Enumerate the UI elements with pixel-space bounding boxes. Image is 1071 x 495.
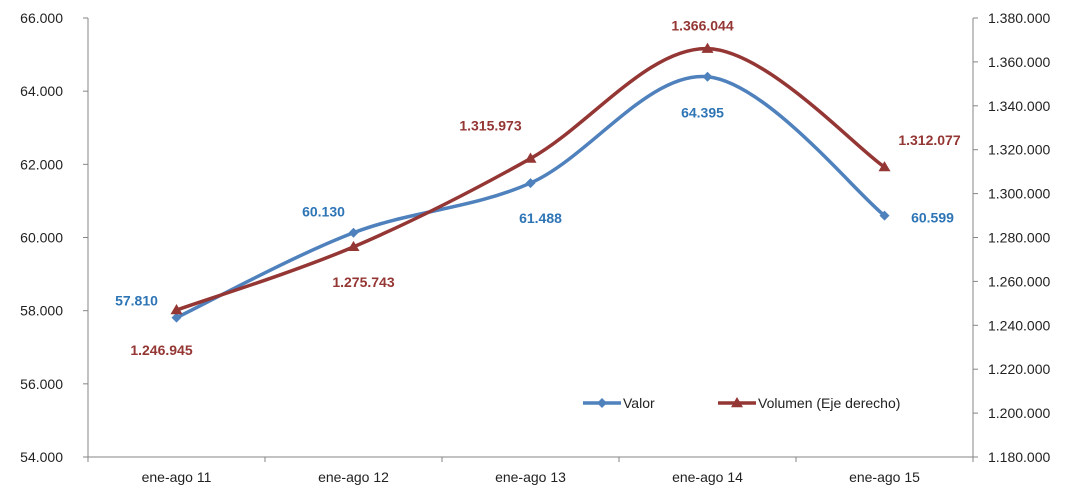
data-labels: 57.810 60.130 61.488 64.395 60.599 1.246.945 1… xyxy=(115,18,961,358)
volumen-data-label: 1.246.945 xyxy=(130,342,192,358)
y-left-tick-label: 54.000 xyxy=(20,449,63,465)
y-right-tick-label: 1.320.000 xyxy=(988,142,1050,158)
x-tick-label: ene-ago 15 xyxy=(849,469,920,485)
volumen-data-label: 1.366.044 xyxy=(671,18,733,34)
y-right-tick-label: 1.260.000 xyxy=(988,273,1050,289)
volumen-data-label: 1.312.077 xyxy=(898,132,960,148)
y-right-tick-label: 1.200.000 xyxy=(988,405,1050,421)
volumen-point xyxy=(731,397,743,408)
valor-point xyxy=(525,178,536,189)
y-right-tick-label: 1.340.000 xyxy=(988,98,1050,114)
valor-data-label: 57.810 xyxy=(115,293,158,309)
y-left-tick-label: 66.000 xyxy=(20,10,63,26)
y-left-tick-label: 60.000 xyxy=(20,230,63,246)
y-left-tick-label: 62.000 xyxy=(20,156,63,172)
y-right-tick-label: 1.180.000 xyxy=(988,449,1050,465)
legend-label: Volumen (Eje derecho) xyxy=(758,395,900,411)
legend-label: Valor xyxy=(623,395,655,411)
y-right-tick-label: 1.240.000 xyxy=(988,317,1050,333)
valor-point xyxy=(597,398,607,408)
valor-data-label: 64.395 xyxy=(681,105,724,121)
valor-data-label: 60.130 xyxy=(302,204,345,220)
y-right-tick-label: 1.380.000 xyxy=(988,10,1050,26)
volumen-point xyxy=(878,161,891,172)
y-right-tick-label: 1.280.000 xyxy=(988,230,1050,246)
volumen-data-label: 1.275.743 xyxy=(332,274,394,290)
volumen-data-label: 1.315.973 xyxy=(459,118,521,134)
y-right-tick-label: 1.220.000 xyxy=(988,361,1050,377)
volumen-point xyxy=(524,152,537,163)
y-left-tick-label: 56.000 xyxy=(20,376,63,392)
axes: 54.000 56.000 58.000 60.000 62.000 64.000 66.0… xyxy=(20,10,1050,485)
series-markers xyxy=(170,42,891,323)
volumen-point xyxy=(347,240,360,252)
y-right-tick-label: 1.360.000 xyxy=(988,54,1050,70)
x-tick-label: ene-ago 11 xyxy=(142,469,212,485)
x-tick-label: ene-ago 13 xyxy=(495,469,566,485)
y-left-tick-label: 64.000 xyxy=(20,83,63,99)
valor-point xyxy=(171,312,182,323)
volumen-point xyxy=(701,42,714,53)
x-tick-label: ene-ago 14 xyxy=(672,469,743,485)
valor-point xyxy=(879,210,890,221)
valor-point xyxy=(348,227,359,238)
y-left-tick-label: 58.000 xyxy=(20,303,63,319)
valor-point xyxy=(702,71,713,82)
y-right-tick-label: 1.300.000 xyxy=(988,186,1050,202)
x-tick-label: ene-ago 12 xyxy=(318,469,389,485)
valor-data-label: 61.488 xyxy=(519,210,562,226)
legend: Valor Volumen (Eje derecho) xyxy=(583,395,900,411)
valor-data-label: 60.599 xyxy=(911,210,954,226)
valor-line xyxy=(174,74,887,320)
volumen-point xyxy=(170,304,183,315)
